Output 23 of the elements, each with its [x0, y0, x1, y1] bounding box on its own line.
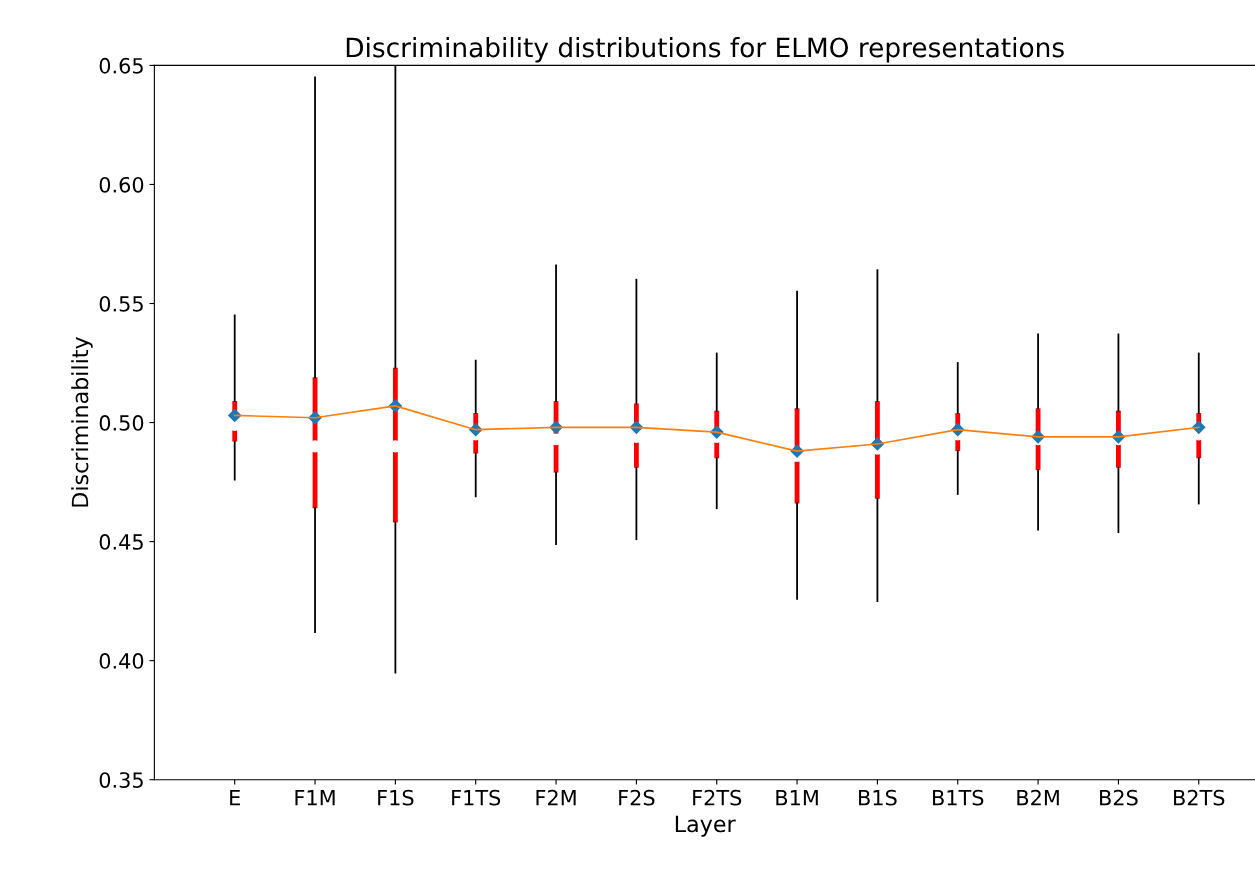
- y-tick-label: 0.35: [99, 772, 143, 788]
- x-tick-label: F2S: [619, 789, 655, 806]
- chart-title: Discriminability distributions for ELMO representations: [346, 37, 1064, 63]
- y-tick-label: 0.40: [99, 653, 144, 669]
- x-tick-label: B2M: [1017, 789, 1059, 806]
- x-tick-label: F2TS: [693, 789, 742, 806]
- x-tick-label: B1S: [859, 789, 897, 806]
- y-tick-label: 0.45: [99, 534, 143, 550]
- x-tick-label: B2S: [1100, 789, 1138, 806]
- y-tick-label: 0.65: [99, 57, 143, 74]
- y-tick-label: 0.55: [99, 295, 143, 312]
- y-tick-label: 0.50: [99, 415, 144, 431]
- x-tick-label: F1S: [378, 789, 414, 806]
- y-axis-title: Discriminability: [71, 337, 93, 507]
- x-tick-label: F2M: [536, 789, 576, 806]
- x-axis-title: Layer: [675, 815, 736, 837]
- x-tick-label: B2TS: [1174, 789, 1225, 806]
- x-tick-label: E: [230, 790, 240, 806]
- x-tick-label: B1M: [776, 790, 818, 806]
- x-tick-label: B1TS: [933, 789, 984, 806]
- x-tick-label: F1M: [295, 790, 335, 806]
- y-tick-label: 0.60: [99, 176, 144, 193]
- x-tick-label: F1TS: [452, 789, 501, 806]
